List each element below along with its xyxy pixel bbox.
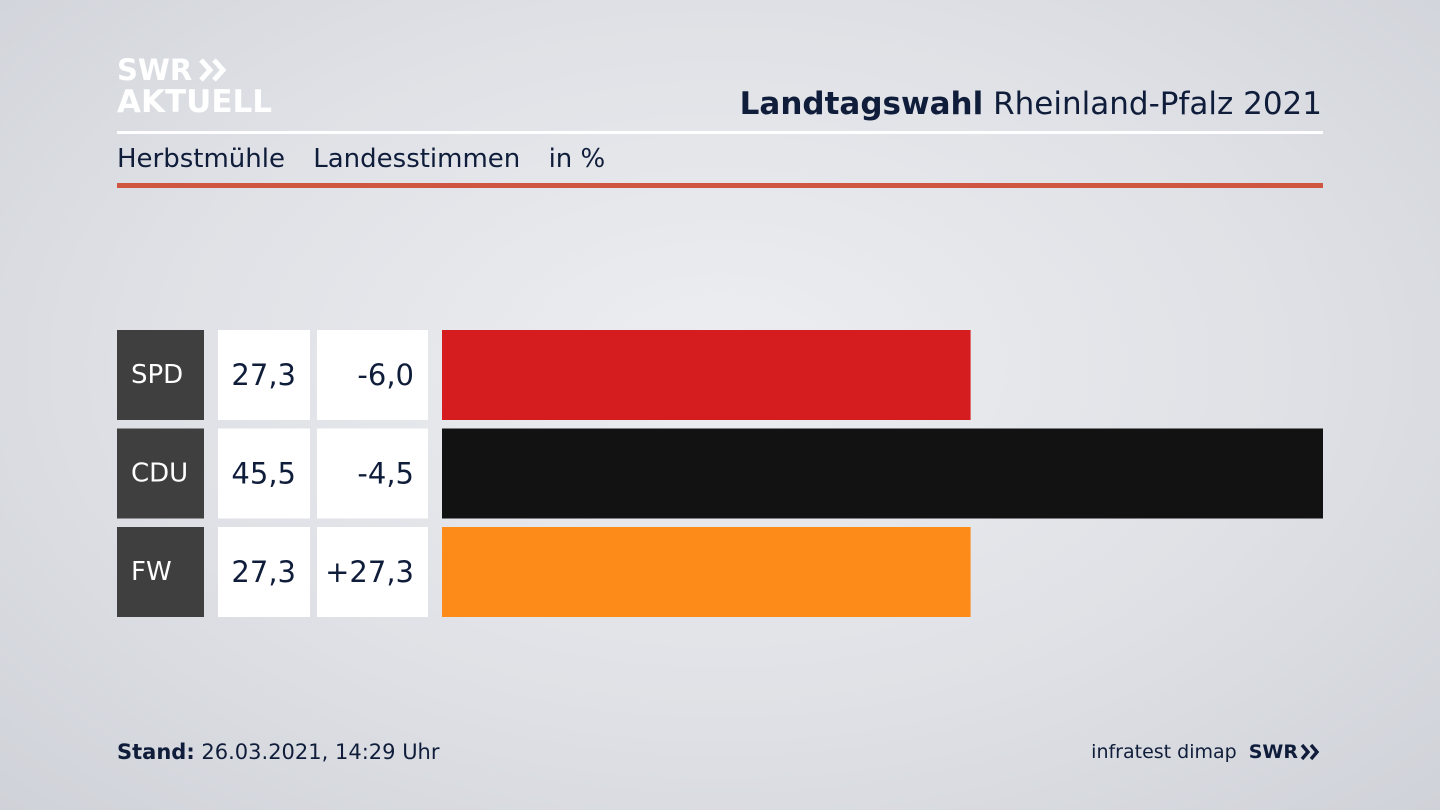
value-box-fw bbox=[218, 527, 310, 617]
party-label-box-fw bbox=[117, 527, 204, 617]
value-label-cdu: 45,5 bbox=[231, 457, 296, 491]
subtitle-unit: in % bbox=[548, 144, 606, 174]
party-label-cdu: CDU bbox=[131, 459, 188, 489]
footer-swr-text: SWR bbox=[1248, 741, 1298, 763]
accent-divider bbox=[117, 183, 1323, 188]
timestamp: Stand: 26.03.2021, 14:29 Uhr bbox=[117, 740, 440, 764]
subtitle-place: Herbstmühle bbox=[117, 144, 285, 174]
subtitle-metric: Landesstimmen bbox=[313, 144, 521, 174]
stand-value: 26.03.2021, 14:29 Uhr bbox=[201, 740, 440, 764]
logo-swr-text: SWR bbox=[117, 53, 193, 87]
value-label-spd: 27,3 bbox=[231, 358, 296, 392]
bar-cdu bbox=[442, 428, 1323, 519]
source-credit: infratest dimap SWR bbox=[1091, 741, 1322, 763]
title-rest: Rheinland-Pfalz 2021 bbox=[993, 86, 1322, 122]
party-label-fw: FW bbox=[131, 557, 172, 587]
double-chevron-icon bbox=[199, 58, 227, 82]
title-bold: Landtagswahl bbox=[739, 86, 984, 122]
logo-aktuell-text: AKTUELL bbox=[117, 84, 273, 120]
double-chevron-icon bbox=[1300, 743, 1320, 761]
page-title: Landtagswahl Rheinland-Pfalz 2021 bbox=[740, 86, 1322, 122]
change-label-spd: -6,0 bbox=[357, 358, 414, 392]
change-label-cdu: -4,5 bbox=[357, 457, 414, 491]
change-box-spd bbox=[317, 330, 428, 420]
bar-fw bbox=[442, 527, 971, 617]
footer-swr-logo: SWR bbox=[1249, 741, 1322, 763]
change-box-fw bbox=[317, 527, 428, 617]
value-label-fw: 27,3 bbox=[231, 555, 296, 589]
swr-aktuell-logo: SWR AKTUELL bbox=[117, 54, 272, 118]
value-box-spd bbox=[218, 330, 310, 420]
stand-label: Stand: bbox=[117, 740, 195, 764]
bar-spd bbox=[442, 330, 971, 420]
party-label-spd: SPD bbox=[131, 360, 183, 390]
party-label-box-spd bbox=[117, 330, 204, 420]
change-label-fw: +27,3 bbox=[325, 555, 414, 589]
subtitle: Herbstmühle Landesstimmen in % bbox=[117, 144, 625, 174]
source-text: infratest dimap bbox=[1091, 741, 1237, 763]
header-divider bbox=[117, 131, 1323, 134]
change-box-cdu bbox=[317, 428, 428, 519]
value-box-cdu bbox=[218, 428, 310, 519]
party-label-box-cdu bbox=[117, 428, 204, 519]
